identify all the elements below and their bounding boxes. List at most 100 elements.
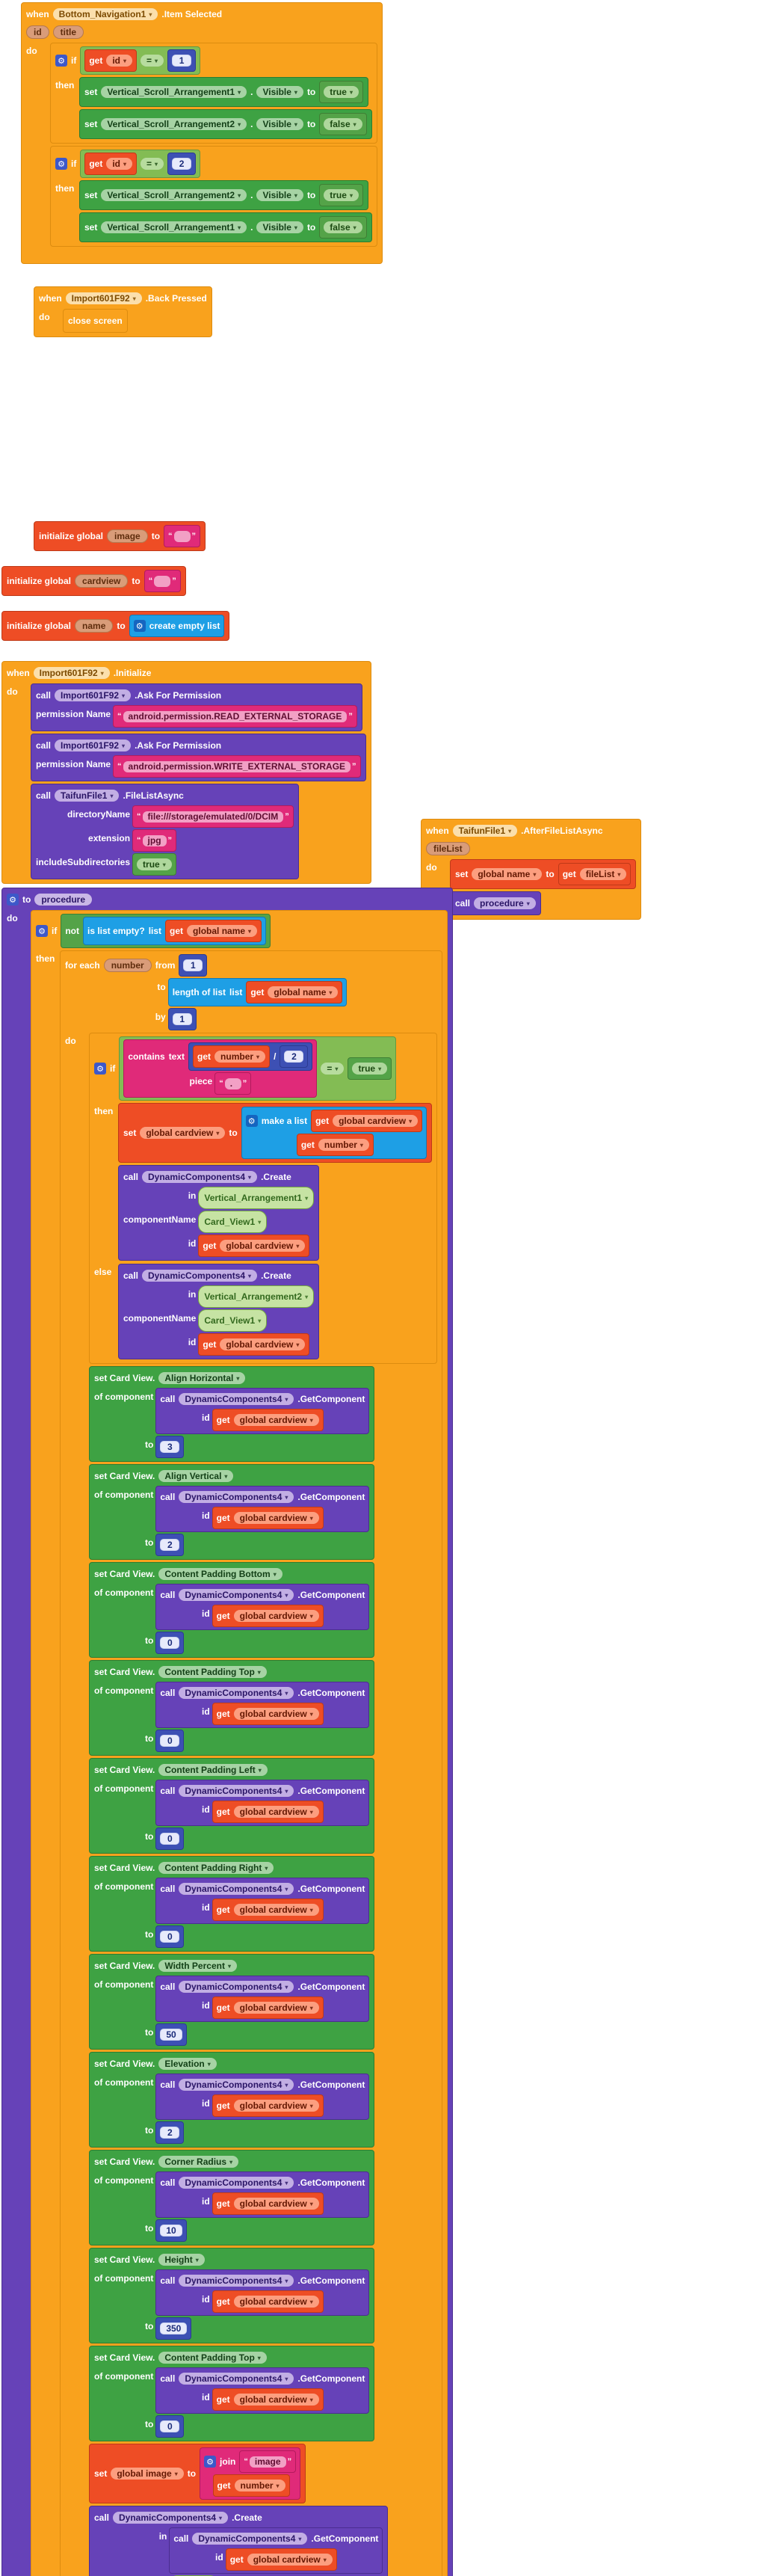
- string-value[interactable]: file:///storage/emulated/0/DCIM: [142, 811, 284, 823]
- number-value-field[interactable]: 10: [160, 2225, 182, 2237]
- param-name[interactable]: name: [75, 619, 114, 633]
- set-global-name[interactable]: set global name ▾ to get fileList ▾: [450, 859, 637, 889]
- number-value-field[interactable]: 1: [183, 959, 203, 971]
- logic-true[interactable]: true ▾: [319, 184, 363, 206]
- contains-block[interactable]: contains text get number ▾/2 piece “.”: [123, 1039, 318, 1098]
- text-string[interactable]: “”: [168, 530, 196, 542]
- dropdown-dynamiccomponents4[interactable]: DynamicComponents4 ▾: [179, 1981, 294, 1993]
- number-value-field[interactable]: 1: [172, 1013, 192, 1025]
- string-value[interactable]: [154, 575, 171, 587]
- call-ask-write-permission[interactable]: call Import601F92 ▾ .Ask For Permission perm…: [31, 734, 366, 781]
- set-vsa1-visible[interactable]: set Vertical_Scroll_Arrangement1 ▾. Visible…: [79, 212, 372, 242]
- dropdown-import601f92[interactable]: Import601F92 ▾: [33, 667, 110, 679]
- join-block[interactable]: ⚙ join “image” get number ▾: [200, 2447, 301, 2500]
- string-value[interactable]: image: [249, 2456, 286, 2468]
- set-set-card-view-content-padding-right[interactable]: set Card View. Content Padding Right ▾ of c…: [89, 1856, 375, 1952]
- get-global-cardview[interactable]: get global cardview ▾: [211, 1801, 324, 1823]
- dropdown-dynamiccomponents4[interactable]: DynamicComponents4 ▾: [179, 1589, 294, 1601]
- dropdown-visible[interactable]: Visible ▾: [256, 118, 303, 130]
- dropdown-number[interactable]: number ▾: [214, 1051, 266, 1063]
- dropdown-vertical-arrangement2[interactable]: Vertical_Arrangement2 ▾: [203, 1291, 309, 1302]
- initialize-global-cardview[interactable]: initialize global cardview to “”: [1, 566, 186, 596]
- number-block[interactable]: 350: [155, 2317, 192, 2340]
- get-number[interactable]: get number ▾: [193, 1045, 271, 1068]
- number-block[interactable]: 0: [155, 2415, 185, 2438]
- when-import601f92-back-pressed[interactable]: when Import601F92 ▾ .Back Pressed do close sc…: [34, 286, 212, 337]
- number-value-field[interactable]: 0: [160, 2420, 180, 2432]
- dropdown-visible[interactable]: Visible ▾: [256, 221, 303, 233]
- logic-false[interactable]: false ▾: [319, 216, 367, 239]
- procedure-name-field[interactable]: procedure: [34, 894, 93, 906]
- close-screen-block[interactable]: close screen: [63, 309, 128, 333]
- dropdown-x[interactable]: = ▾: [321, 1063, 345, 1075]
- if-list-not-empty[interactable]: ⚙ if not is list empty? list get global name ▾ t…: [31, 910, 448, 2576]
- set-set-card-view-elevation[interactable]: set Card View. Elevation ▾ of component call…: [89, 2052, 375, 2148]
- dropdown-import601f92[interactable]: Import601F92 ▾: [55, 689, 132, 701]
- number-value-field[interactable]: 2: [160, 2127, 180, 2139]
- create-empty-list-block[interactable]: ⚙ create empty list: [129, 615, 225, 637]
- number-value-field[interactable]: 2: [172, 158, 192, 170]
- if-contains-dot[interactable]: ⚙ if contains text get number ▾/2 piece “.” = ▾ tru…: [89, 1033, 438, 1364]
- string-value[interactable]: jpg: [142, 834, 167, 846]
- get-global-cardview[interactable]: get global cardview ▾: [211, 1899, 324, 1921]
- string-value[interactable]: android.permission.READ_EXTERNAL_STORAGE: [123, 710, 348, 722]
- dropdown-dynamiccomponents4[interactable]: DynamicComponents4 ▾: [179, 2079, 294, 2091]
- call-getcomponent[interactable]: call DynamicComponents4 ▾ .GetComponent id ge…: [155, 2269, 370, 2316]
- dropdown-global-cardview[interactable]: global cardview ▾: [247, 2554, 333, 2566]
- dropdown-global-cardview[interactable]: global cardview ▾: [233, 1904, 319, 1916]
- logic-true[interactable]: true ▾: [319, 81, 363, 103]
- mutator-gear-icon[interactable]: ⚙: [133, 620, 146, 632]
- logic-false[interactable]: false ▾: [319, 113, 367, 135]
- dropdown-global-name[interactable]: global name ▾: [268, 986, 339, 998]
- call-ask-read-permission[interactable]: call Import601F92 ▾ .Ask For Permission perm…: [31, 683, 362, 731]
- create-image1[interactable]: call DynamicComponents4 ▾ .Create in call Dyna…: [89, 2506, 389, 2576]
- call-getcomponent[interactable]: call DynamicComponents4 ▾ .GetComponent id ge…: [169, 2527, 383, 2574]
- set-set-card-view-align-horizontal[interactable]: set Card View. Align Horizontal ▾ of compon…: [89, 1366, 375, 1462]
- dropdown-dynamiccomponents4[interactable]: DynamicComponents4 ▾: [113, 2512, 229, 2524]
- create-cardview-in-va1[interactable]: call DynamicComponents4 ▾ .Create in Vertical…: [118, 1165, 320, 1261]
- set-set-card-view-width-percent[interactable]: set Card View. Width Percent ▾ of component…: [89, 1954, 375, 2050]
- if-id-equals-1[interactable]: ⚙ if get id ▾ = ▾ 1 then set Vertical_Scroll_Arran…: [50, 43, 377, 144]
- create-cardview-in-va2[interactable]: call DynamicComponents4 ▾ .Create in Vertical…: [118, 1264, 320, 1359]
- dropdown-width-percent[interactable]: Width Percent ▾: [158, 1960, 237, 1972]
- dropdown-global-cardview[interactable]: global cardview ▾: [233, 1414, 319, 1426]
- get-global-name[interactable]: get global name ▾: [165, 920, 262, 942]
- number-block[interactable]: 2: [280, 1045, 309, 1068]
- set-set-card-view-height[interactable]: set Card View. Height ▾ of component call Dyn…: [89, 2248, 375, 2343]
- dropdown-visible[interactable]: Visible ▾: [256, 86, 303, 98]
- dropdown-dynamiccomponents4[interactable]: DynamicComponents4 ▾: [179, 1393, 294, 1405]
- dropdown-number[interactable]: number ▾: [318, 1139, 369, 1151]
- number-value-field[interactable]: 50: [160, 2029, 182, 2041]
- component-vertical-arrangement1[interactable]: Vertical_Arrangement1 ▾: [198, 1187, 315, 1209]
- set-set-card-view-content-padding-top[interactable]: set Card View. Content Padding Top ▾ of com…: [89, 1660, 375, 1756]
- number-block[interactable]: 0: [155, 1730, 185, 1752]
- dropdown-id[interactable]: id ▾: [106, 158, 133, 170]
- dropdown-content-padding-bottom[interactable]: Content Padding Bottom ▾: [158, 1568, 282, 1580]
- string-read-permission[interactable]: “android.permission.READ_EXTERNAL_STORAG…: [113, 705, 357, 728]
- number-block[interactable]: 2: [167, 153, 197, 175]
- call-filelistasync[interactable]: call TaifunFile1 ▾ .FileListAsync directoryN…: [31, 784, 299, 879]
- component-card-view1[interactable]: Card_View1 ▾: [198, 1211, 268, 1233]
- number-value-field[interactable]: 1: [172, 55, 192, 67]
- get-global-cardview[interactable]: get global cardview ▾: [211, 2290, 324, 2313]
- dropdown-number[interactable]: number ▾: [234, 2480, 285, 2492]
- string-value[interactable]: android.permission.WRITE_EXTERNAL_STORAG…: [123, 760, 351, 772]
- dropdown-vertical-scroll-arrangement2[interactable]: Vertical_Scroll_Arrangement2 ▾: [101, 189, 247, 201]
- set-set-card-view-content-padding-top[interactable]: set Card View. Content Padding Top ▾ of com…: [89, 2346, 375, 2441]
- number-block[interactable]: 1: [167, 49, 197, 72]
- string-value[interactable]: [173, 530, 191, 542]
- dropdown-taifunfile1[interactable]: TaifunFile1 ▾: [55, 790, 120, 802]
- logic-true[interactable]: true ▾: [132, 853, 176, 876]
- for-each-number[interactable]: for each number from 1 to length of list list g…: [60, 950, 443, 2576]
- dropdown-bottom-navigation1[interactable]: Bottom_Navigation1 ▾: [52, 8, 158, 20]
- dropdown-global-name[interactable]: global name ▾: [187, 925, 258, 937]
- dropdown-global-cardview[interactable]: global cardview ▾: [233, 1806, 319, 1818]
- logic-true[interactable]: true ▾: [348, 1057, 392, 1080]
- dropdown-dynamiccomponents4[interactable]: DynamicComponents4 ▾: [142, 1171, 258, 1183]
- number-block[interactable]: 3: [155, 1436, 185, 1458]
- get-global-cardview[interactable]: get global cardview ▾: [211, 2388, 324, 2411]
- param-image[interactable]: image: [107, 529, 148, 543]
- mutator-gear-icon[interactable]: ⚙: [55, 158, 67, 170]
- dropdown-align-vertical[interactable]: Align Vertical ▾: [158, 1470, 234, 1482]
